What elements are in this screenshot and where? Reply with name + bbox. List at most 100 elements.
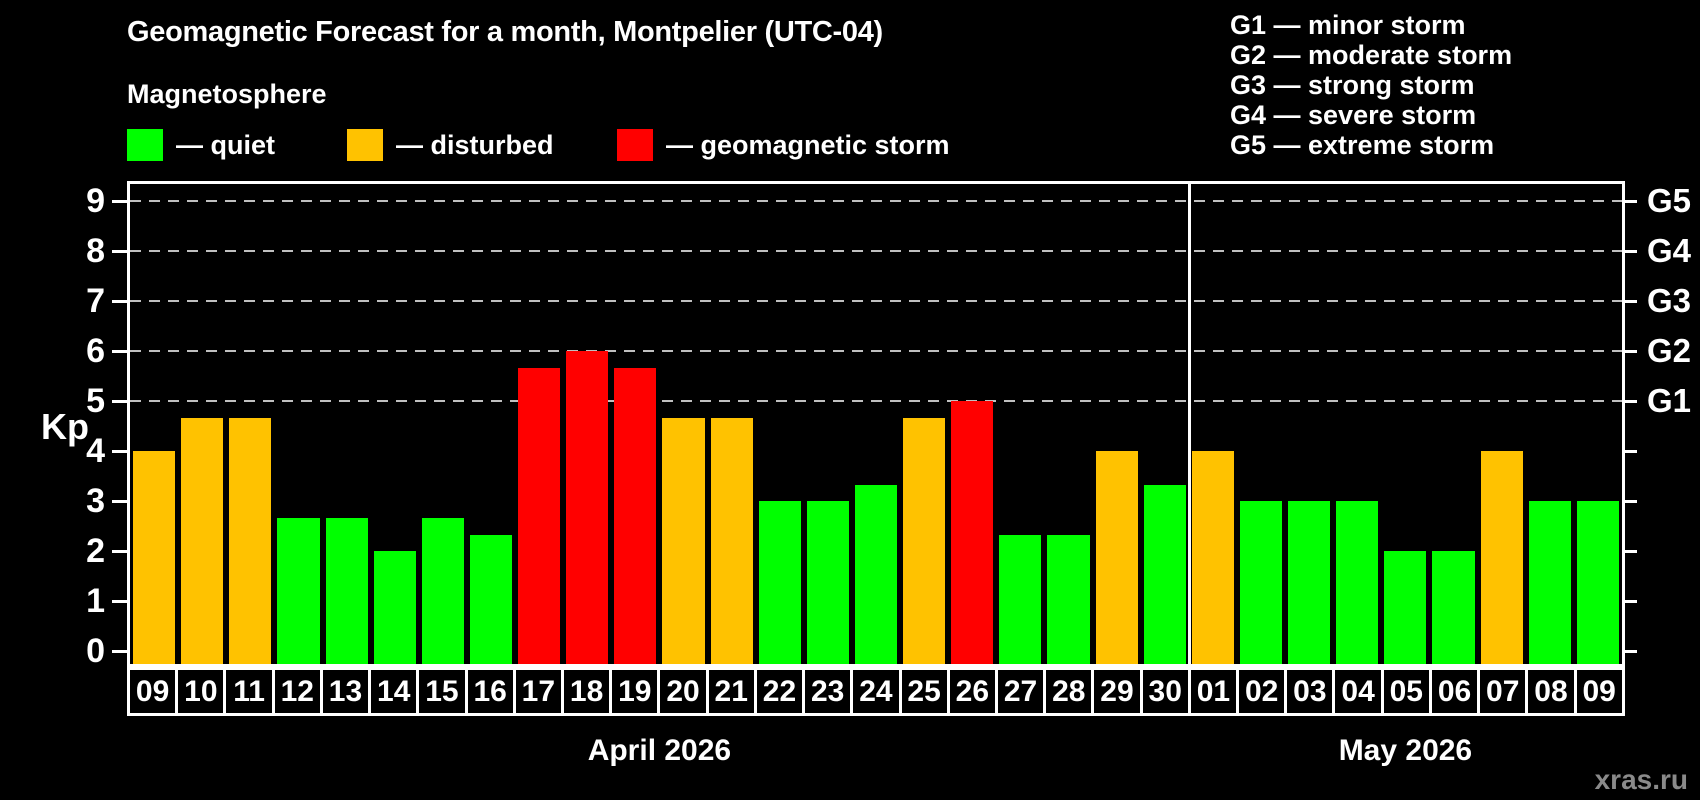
date-cell-20: 20 xyxy=(657,667,709,716)
storm-scale-g2: G2 — moderate storm xyxy=(1230,40,1513,70)
legend-disturbed-label: — disturbed xyxy=(396,129,554,160)
kp-bar-day-28 xyxy=(1047,534,1090,664)
date-cell-18: 18 xyxy=(560,667,613,716)
y-tick-label-9: 9 xyxy=(86,182,105,220)
kp-bar-day-20 xyxy=(662,417,705,664)
kp-bar-day-01 xyxy=(1191,451,1234,664)
date-cell-09: 09 xyxy=(127,667,179,716)
date-cell-04: 04 xyxy=(1332,667,1384,716)
g-level-label-g5: G5 xyxy=(1647,182,1692,219)
kp-bar-day-06 xyxy=(1432,551,1475,664)
y-tick-right-6 xyxy=(1622,350,1637,353)
y-axis-title: Kp xyxy=(41,406,89,447)
y-tick-label-1: 1 xyxy=(86,582,105,620)
date-cell-23: 23 xyxy=(802,667,854,716)
date-cell-25: 25 xyxy=(898,667,950,716)
y-tick-left-9 xyxy=(112,200,127,203)
y-tick-label-8: 8 xyxy=(86,232,105,270)
storm-swatch-icon xyxy=(617,129,653,161)
kp-bar-day-29 xyxy=(1095,451,1138,664)
month-label-0: April 2026 xyxy=(587,734,732,767)
y-tick-right-0 xyxy=(1622,650,1637,653)
kp-bar-day-26 xyxy=(951,401,994,664)
date-cell-26: 26 xyxy=(946,667,998,716)
storm-scale-legend: G1 — minor storm G2 — moderate storm G3 … xyxy=(1230,10,1512,160)
kp-bar-day-22 xyxy=(758,501,801,664)
legend-item-quiet: — quiet xyxy=(127,129,275,161)
kp-bar-day-23 xyxy=(806,501,849,664)
kp-bar-day-11 xyxy=(229,417,272,664)
kp-bar-day-13 xyxy=(325,517,368,664)
kp-bar-day-12 xyxy=(277,517,320,664)
kp-bar-day-03 xyxy=(1288,501,1331,664)
kp-bar-day-25 xyxy=(903,417,946,664)
y-tick-left-3 xyxy=(112,500,127,503)
magnetosphere-label: Magnetosphere xyxy=(127,79,327,109)
y-tick-left-4 xyxy=(112,450,127,453)
kp-bar-day-14 xyxy=(373,551,416,664)
date-cell-11: 11 xyxy=(223,667,275,716)
y-tick-right-8 xyxy=(1622,250,1637,253)
kp-bar-day-16 xyxy=(469,534,513,664)
legend-quiet-label: — quiet xyxy=(176,129,275,160)
g-level-label-g1: G1 xyxy=(1647,382,1692,419)
y-tick-right-3 xyxy=(1622,500,1637,503)
y-tick-label-5: 5 xyxy=(86,382,105,420)
kp-bar-day-30 xyxy=(1143,484,1186,664)
y-tick-right-5 xyxy=(1622,400,1637,403)
y-tick-label-0: 0 xyxy=(86,632,105,670)
kp-bar-chart xyxy=(127,181,1625,667)
y-tick-label-3: 3 xyxy=(86,482,105,520)
kp-bar-day-27 xyxy=(999,534,1042,664)
gridline-kp6 xyxy=(130,350,1622,352)
disturbed-swatch-icon xyxy=(347,129,383,161)
storm-scale-g5: G5 — extreme storm xyxy=(1230,130,1495,160)
date-cell-12: 12 xyxy=(271,667,323,716)
kp-bar-day-04 xyxy=(1336,501,1379,664)
date-cell-21: 21 xyxy=(705,667,757,716)
date-cell-16: 16 xyxy=(464,667,516,716)
kp-bar-day-09 xyxy=(1576,501,1619,664)
y-tick-label-4: 4 xyxy=(86,432,105,470)
month-separator-line xyxy=(1187,184,1191,664)
kp-bar-day-17 xyxy=(518,367,561,664)
y-tick-right-7 xyxy=(1622,300,1637,303)
storm-scale-g4: G4 — severe storm xyxy=(1230,100,1477,130)
y-tick-left-0 xyxy=(112,650,127,653)
kp-bar-day-09 xyxy=(133,451,176,664)
legend-item-disturbed: — disturbed xyxy=(347,129,554,161)
date-cell-19: 19 xyxy=(609,667,661,716)
quiet-swatch-icon xyxy=(127,129,163,161)
y-tick-left-8 xyxy=(112,250,127,253)
kp-bar-day-21 xyxy=(710,417,753,664)
kp-bar-day-18 xyxy=(566,351,609,664)
y-tick-right-9 xyxy=(1622,200,1637,203)
date-cell-03: 03 xyxy=(1284,667,1336,716)
date-cell-24: 24 xyxy=(850,667,902,716)
date-cell-17: 17 xyxy=(512,667,564,716)
date-cell-01: 01 xyxy=(1187,667,1240,716)
y-tick-right-4 xyxy=(1622,450,1637,453)
kp-bar-day-19 xyxy=(614,367,657,664)
g-level-label-g2: G2 xyxy=(1647,332,1692,369)
date-cell-22: 22 xyxy=(753,667,806,716)
date-cell-07: 07 xyxy=(1477,667,1529,716)
kp-bar-day-07 xyxy=(1480,451,1523,664)
y-tick-right-2 xyxy=(1622,550,1637,553)
gridline-kp7 xyxy=(130,300,1622,302)
date-cell-08: 08 xyxy=(1525,667,1577,716)
y-tick-left-5 xyxy=(112,400,127,403)
g-level-label-g4: G4 xyxy=(1647,232,1692,269)
storm-scale-g1: G1 — minor storm xyxy=(1230,10,1466,40)
kp-bar-day-24 xyxy=(854,484,898,664)
gridline-kp5 xyxy=(130,400,1622,402)
date-axis: 09 10 11 12 13 14 15 16 17 18 19 20 21 22 23 24 25 26 27 28… xyxy=(127,667,1625,716)
date-cell-09: 09 xyxy=(1573,667,1625,716)
y-tick-label-2: 2 xyxy=(86,532,105,570)
page-title: Geomagnetic Forecast for a month, Montpe… xyxy=(127,16,883,48)
date-cell-14: 14 xyxy=(368,667,420,716)
kp-bar-day-05 xyxy=(1384,551,1427,664)
storm-scale-g3: G3 — strong storm xyxy=(1230,70,1475,100)
date-cell-27: 27 xyxy=(994,667,1047,716)
legend-storm-label: — geomagnetic storm xyxy=(666,129,950,160)
